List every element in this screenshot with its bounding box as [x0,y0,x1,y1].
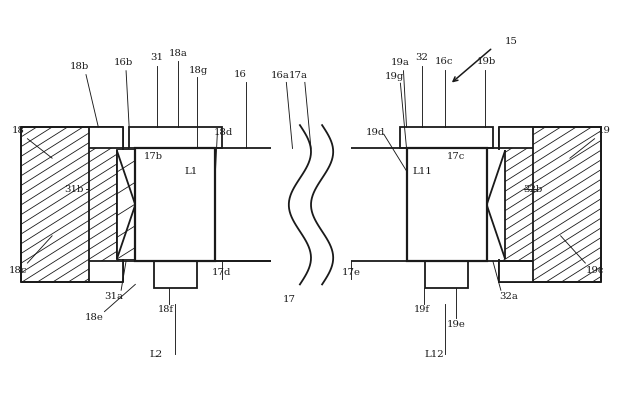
Text: 17d: 17d [212,268,231,277]
Text: 15: 15 [505,37,518,46]
Text: 16c: 16c [434,57,453,66]
Text: 18b: 18b [70,62,90,71]
Bar [117,151,141,259]
Text: 18c: 18c [9,266,27,275]
Text: 32b: 32b [523,185,542,194]
Text: 31b: 31b [64,185,83,194]
Bar [425,261,468,288]
Bar [89,261,123,282]
Bar [89,127,123,149]
Text: 19g: 19g [384,72,404,81]
Text: 17a: 17a [289,71,308,80]
Bar [117,151,141,259]
Text: 32: 32 [415,54,429,62]
Bar [21,127,123,282]
Text: 18f: 18f [158,305,174,314]
Text: 17e: 17e [341,268,361,277]
Text: 17c: 17c [447,152,465,161]
Bar [481,151,505,259]
Text: 19e: 19e [447,320,465,329]
Text: 17b: 17b [144,152,164,161]
Bar [401,127,493,149]
Text: 19f: 19f [414,305,430,314]
Text: 16a: 16a [271,71,290,80]
Text: 32a: 32a [499,292,518,301]
Text: L11: L11 [412,167,432,176]
Text: 19d: 19d [366,128,386,138]
Bar [129,127,221,149]
Text: 31a: 31a [104,292,123,301]
Text: 18d: 18d [214,128,233,138]
Text: L2: L2 [149,350,162,359]
Text: 19: 19 [597,126,610,136]
Text: L12: L12 [424,350,444,359]
Text: 31: 31 [151,54,164,62]
Text: 19b: 19b [477,57,496,66]
Text: 19c: 19c [585,266,604,275]
Text: 19a: 19a [391,58,410,67]
Bar [407,149,486,261]
Text: 18e: 18e [85,313,103,322]
Bar [136,149,215,261]
Bar [499,261,533,282]
Bar [499,127,533,149]
Text: 18: 18 [12,126,25,136]
Text: 17: 17 [283,296,296,305]
Text: L1: L1 [184,167,197,176]
Text: 18g: 18g [189,66,208,75]
Bar [154,261,197,288]
Text: 16b: 16b [113,58,132,67]
Text: 16: 16 [234,70,246,79]
Text: 18a: 18a [169,49,188,58]
Bar [499,127,601,282]
